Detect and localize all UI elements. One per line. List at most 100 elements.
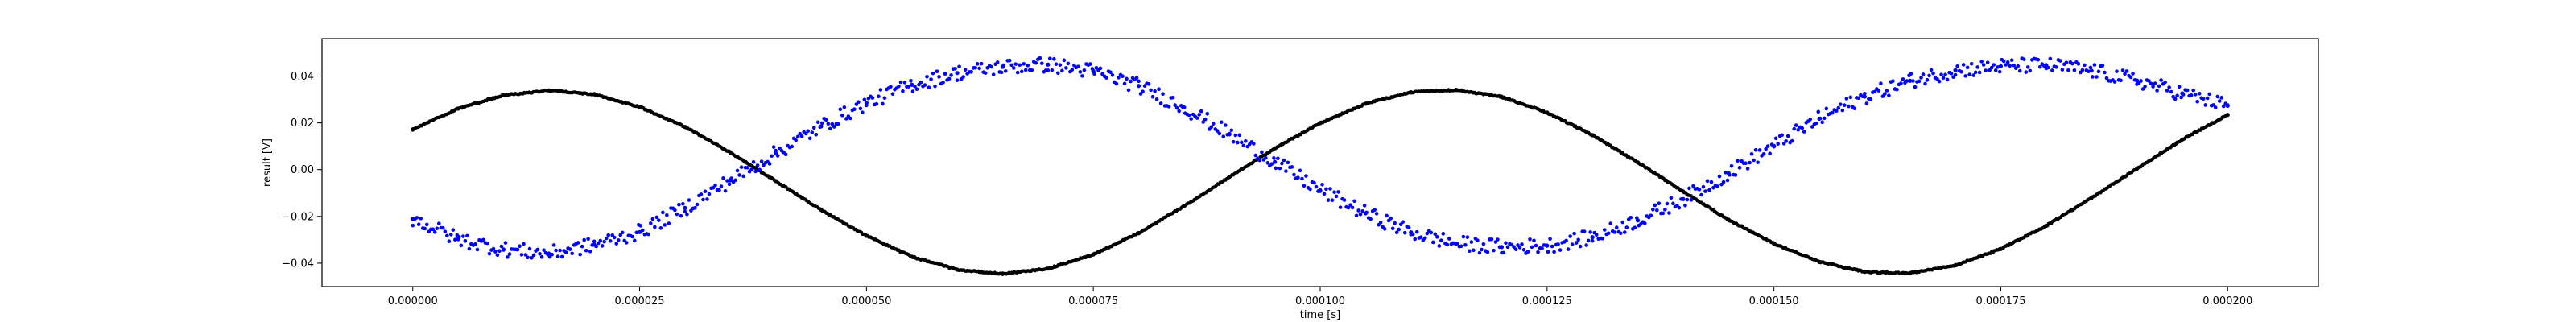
series-1-point bbox=[719, 184, 724, 188]
series-1-point bbox=[1923, 81, 1927, 86]
series-1-point bbox=[1872, 89, 1877, 94]
series-1-point bbox=[1525, 250, 1530, 254]
series-1-point bbox=[1390, 226, 1395, 231]
series-1-point bbox=[1153, 89, 1157, 93]
series-1-point bbox=[1058, 63, 1063, 67]
series-1-point bbox=[1677, 205, 1682, 210]
series-1-point bbox=[1445, 242, 1450, 247]
series-1-point bbox=[1733, 173, 1738, 177]
series-1-point bbox=[858, 106, 863, 111]
series-1-point bbox=[881, 101, 885, 106]
series-1-point bbox=[1629, 215, 1633, 220]
series-1-point bbox=[1699, 192, 1703, 197]
series-1-point bbox=[1536, 250, 1540, 254]
series-1-point bbox=[570, 251, 574, 256]
series-1-point bbox=[654, 215, 659, 220]
series-1-point bbox=[727, 182, 732, 187]
series-1-point bbox=[1643, 221, 1647, 225]
series-1-point bbox=[923, 83, 927, 87]
series-1-point bbox=[814, 132, 819, 137]
series-1-point bbox=[2005, 60, 2010, 64]
series-1-point bbox=[1422, 236, 1427, 241]
series-1-point bbox=[1030, 68, 1034, 72]
series-1-point bbox=[518, 244, 522, 249]
series-1-point bbox=[703, 189, 708, 194]
series-1-point bbox=[1975, 65, 1979, 69]
y-tick-label: 0.02 bbox=[291, 118, 314, 130]
series-1-point bbox=[1362, 204, 1367, 208]
series-1-point bbox=[1703, 189, 1707, 193]
series-1-point bbox=[1981, 63, 1986, 67]
series-1-point bbox=[568, 247, 572, 251]
series-1-point bbox=[1879, 81, 1883, 86]
series-1-point bbox=[1046, 62, 1051, 67]
series-1-point bbox=[1394, 230, 1399, 235]
series-1-point bbox=[1015, 70, 1020, 75]
series-1-point bbox=[848, 116, 852, 121]
series-1-point bbox=[2012, 63, 2017, 68]
series-1-point bbox=[1098, 66, 1103, 71]
series-1-point bbox=[1233, 133, 1238, 138]
series-1-point bbox=[1847, 104, 1851, 109]
series-1-point bbox=[1868, 97, 1873, 101]
series-1-point bbox=[919, 80, 923, 85]
series-1-point bbox=[1414, 229, 1419, 234]
series-1-point bbox=[1364, 210, 1368, 215]
series-1-point bbox=[650, 217, 655, 221]
series-1-point bbox=[973, 65, 977, 70]
series-1-point bbox=[1125, 76, 1129, 81]
series-1-point bbox=[1550, 244, 1554, 249]
series-1-point bbox=[1572, 231, 1576, 236]
series-1-point bbox=[1808, 118, 1813, 122]
series-1-point bbox=[1235, 140, 1240, 145]
series-1-point bbox=[600, 244, 605, 248]
series-1-point bbox=[1240, 140, 1244, 145]
series-1-point bbox=[1211, 122, 1216, 126]
series-1-point bbox=[1170, 95, 1175, 100]
series-1-point bbox=[558, 248, 562, 253]
series-1-point bbox=[2095, 75, 2099, 79]
series-1-point bbox=[1129, 79, 1133, 84]
series-1-point bbox=[1683, 203, 1687, 208]
series-1-point bbox=[1374, 212, 1379, 216]
series-1-point bbox=[1590, 235, 1595, 240]
series-1-point bbox=[840, 114, 844, 118]
series-1-point bbox=[1252, 142, 1256, 146]
series-1-point bbox=[1921, 72, 1926, 76]
series-1-point bbox=[701, 197, 705, 202]
series-1-point bbox=[1114, 81, 1119, 86]
series-1-point bbox=[1818, 116, 1823, 121]
series-1-point bbox=[1937, 79, 1942, 84]
series-1-point bbox=[632, 238, 637, 243]
x-axis: 0.000000 0.000025 0.000050 0.000075 0.000100… bbox=[388, 287, 2252, 308]
series-1-point bbox=[2064, 60, 2069, 65]
series-1-point bbox=[542, 248, 546, 252]
series-1-point bbox=[1614, 225, 1619, 229]
series-1-point bbox=[1276, 156, 1280, 161]
series-1-point bbox=[1653, 203, 1657, 208]
series-1-point bbox=[497, 249, 502, 253]
series-1-point bbox=[1756, 160, 1760, 165]
series-1-point bbox=[535, 247, 540, 252]
series-1-point bbox=[975, 62, 980, 66]
series-1-point bbox=[578, 252, 582, 257]
series-1-point bbox=[1011, 66, 1016, 70]
series-1-point bbox=[485, 241, 489, 246]
series-1-point bbox=[1761, 152, 1766, 156]
series-1-point bbox=[798, 131, 802, 136]
series-1-point bbox=[1082, 68, 1087, 72]
series-1-point bbox=[739, 165, 744, 169]
series-1-point bbox=[616, 238, 621, 242]
series-1-point bbox=[592, 239, 597, 244]
series-1-point bbox=[2163, 80, 2167, 85]
series-1-point bbox=[2215, 94, 2220, 99]
series-1-point bbox=[737, 173, 741, 177]
series-1-point bbox=[447, 239, 452, 243]
series-1-point bbox=[1521, 247, 1526, 252]
series-1-point bbox=[1558, 248, 1563, 252]
series-1-point bbox=[1863, 91, 1867, 96]
series-1-point bbox=[1229, 128, 1234, 133]
series-1-point bbox=[1505, 245, 1510, 250]
series-1-point bbox=[2119, 78, 2123, 83]
series-1-point bbox=[2016, 64, 2021, 68]
